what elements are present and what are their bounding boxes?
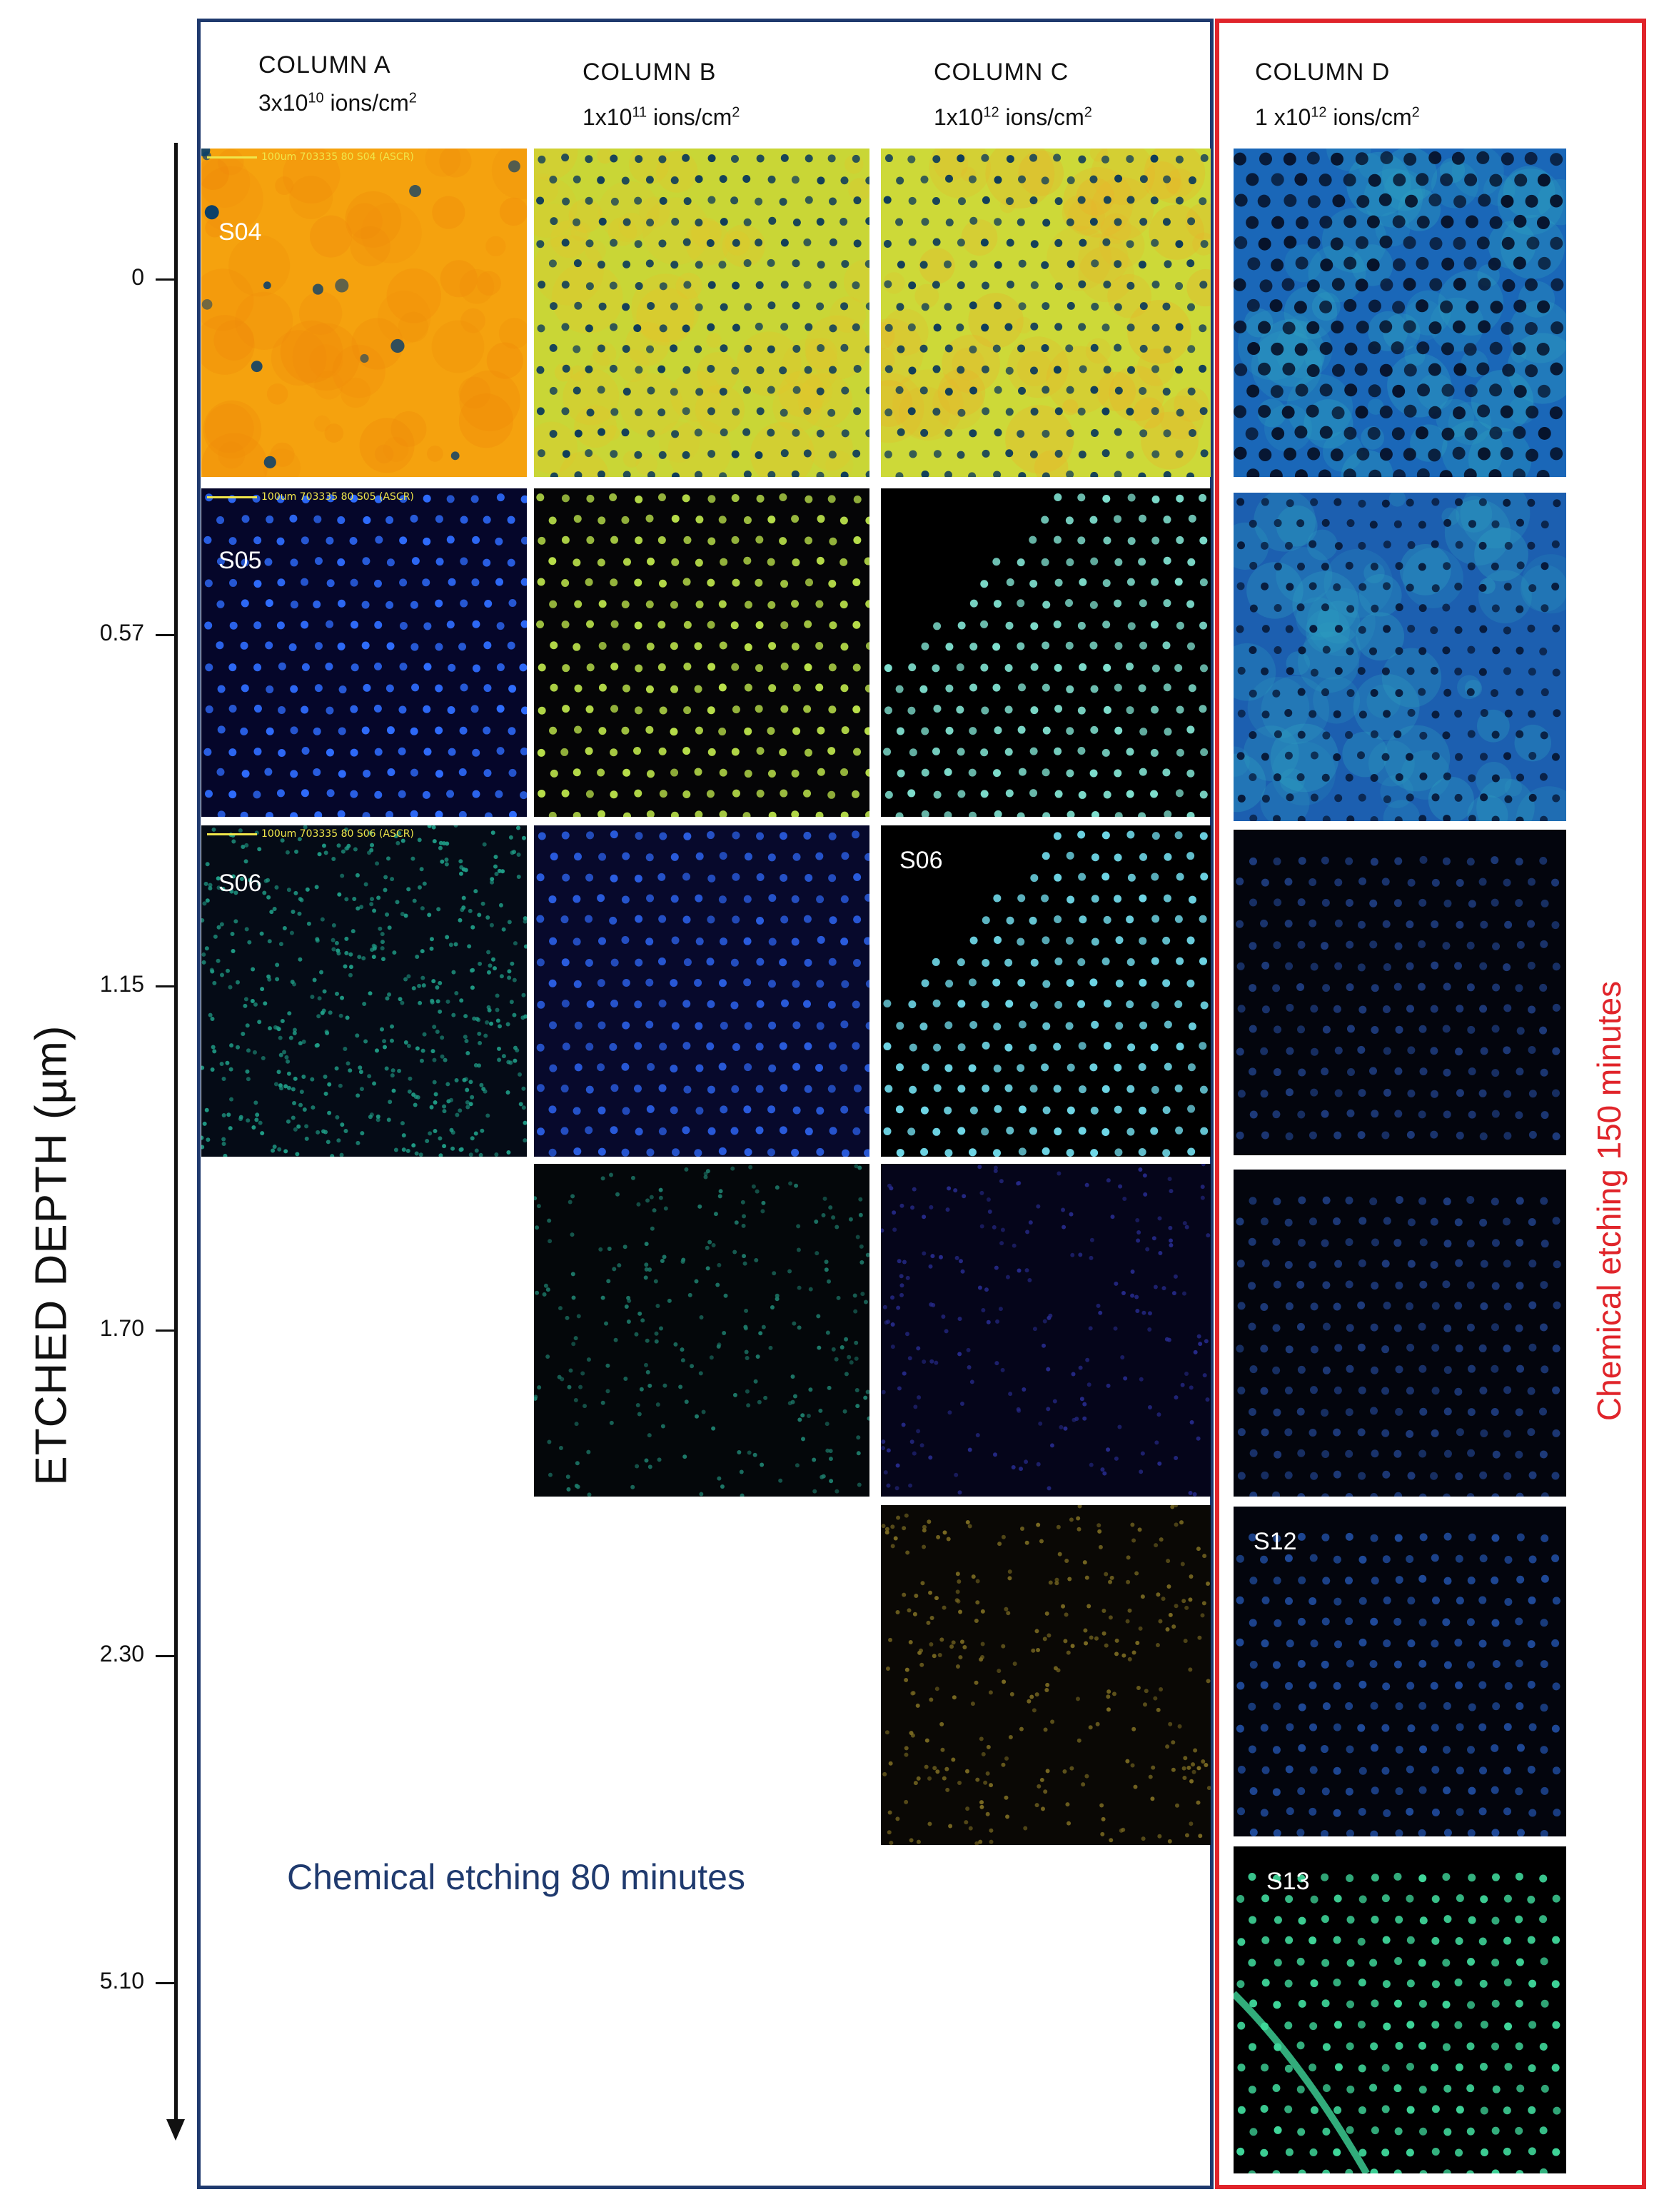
scalebar-line: [207, 833, 257, 835]
micrograph-d-4: [1234, 1507, 1566, 1836]
micrograph-texture: [881, 149, 1211, 477]
micrograph-texture: [534, 488, 869, 817]
micrograph-d-2: [1234, 830, 1566, 1155]
etch-150-frame: [1215, 19, 1646, 2189]
micrograph-texture: [881, 825, 1211, 1157]
micrograph-texture: [534, 149, 869, 477]
scalebar-s04: 100um 703335 80 S04 (ASCR): [207, 151, 521, 166]
etch-80-label: Chemical etching 80 minutes: [287, 1857, 745, 1897]
axis-tick: [156, 1655, 176, 1657]
axis-tick: [156, 1329, 176, 1332]
micrograph-a-2: [201, 825, 527, 1157]
micrograph-texture: [1234, 830, 1566, 1155]
depth-axis-arrow-icon: [166, 2119, 185, 2141]
axis-tick-label: 1.15: [99, 971, 144, 997]
micrograph-texture: [534, 1164, 869, 1497]
depth-axis-line: [174, 143, 178, 2121]
column-c-title: COLUMN C: [934, 59, 1069, 86]
micrograph-d-5: [1234, 1846, 1566, 2173]
sample-label: S05: [218, 547, 262, 574]
column-a-title: COLUMN A: [258, 51, 391, 79]
axis-tick-label: 0: [131, 264, 144, 290]
micrograph-texture: [1234, 1170, 1566, 1497]
micrograph-texture: [1234, 493, 1566, 821]
micrograph-c-3: [881, 1164, 1211, 1497]
micrograph-texture: [201, 488, 527, 817]
sample-label: S12: [1254, 1528, 1297, 1555]
axis-tick-label: 2.30: [99, 1641, 144, 1666]
micrograph-texture: [881, 488, 1211, 817]
micrograph-texture: [1234, 149, 1566, 477]
sample-label: S04: [218, 218, 262, 246]
micrograph-d-1: [1234, 493, 1566, 821]
micrograph-c-2: [881, 825, 1211, 1157]
axis-tick: [156, 985, 176, 987]
sample-label: S06: [218, 870, 262, 897]
micrograph-texture: [881, 1505, 1211, 1845]
column-d-dose: 1 x1012 ions/cm2: [1255, 104, 1420, 130]
axis-tick: [156, 1982, 176, 1984]
micrograph-c-4: [881, 1505, 1211, 1845]
column-b-title: COLUMN B: [583, 59, 717, 86]
axis-tick: [156, 278, 176, 281]
micrograph-texture: [1234, 1507, 1566, 1836]
micrograph-c-0: [881, 149, 1211, 477]
micrograph-texture: [1234, 1846, 1566, 2173]
micrograph-b-0: [534, 149, 869, 477]
column-b-dose: 1x1011 ions/cm2: [583, 104, 740, 130]
scalebar-s05: 100um 703335 80 S05 (ASCR): [207, 491, 521, 506]
micrograph-d-0: [1234, 149, 1566, 477]
micrograph-texture: [534, 825, 869, 1157]
micrograph-texture: [201, 825, 527, 1157]
sample-label: S06: [899, 847, 943, 874]
column-c-dose: 1x1012 ions/cm2: [934, 104, 1092, 130]
micrograph-c-1: [881, 488, 1211, 817]
micrograph-texture: [201, 149, 527, 477]
scalebar-line: [207, 156, 257, 159]
axis-tick-label: 5.10: [99, 1968, 144, 1994]
column-a-dose: 3x1010 ions/cm2: [258, 90, 417, 116]
scalebar-line: [207, 496, 257, 498]
column-d-title: COLUMN D: [1255, 59, 1391, 86]
scalebar-s06: 100um 703335 80 S06 (ASCR): [207, 828, 521, 843]
sample-label: S13: [1266, 1868, 1310, 1895]
axis-tick-label: 0.57: [99, 620, 144, 645]
etch-80-frame: [197, 19, 1214, 2189]
micrograph-b-2: [534, 825, 869, 1157]
micrograph-texture: [881, 1164, 1211, 1497]
axis-tick: [156, 634, 176, 636]
micrograph-d-3: [1234, 1170, 1566, 1497]
micrograph-a-1: [201, 488, 527, 817]
micrograph-b-3: [534, 1164, 869, 1497]
micrograph-b-1: [534, 488, 869, 817]
axis-tick-label: 1.70: [99, 1315, 144, 1341]
micrograph-a-0: [201, 149, 527, 477]
